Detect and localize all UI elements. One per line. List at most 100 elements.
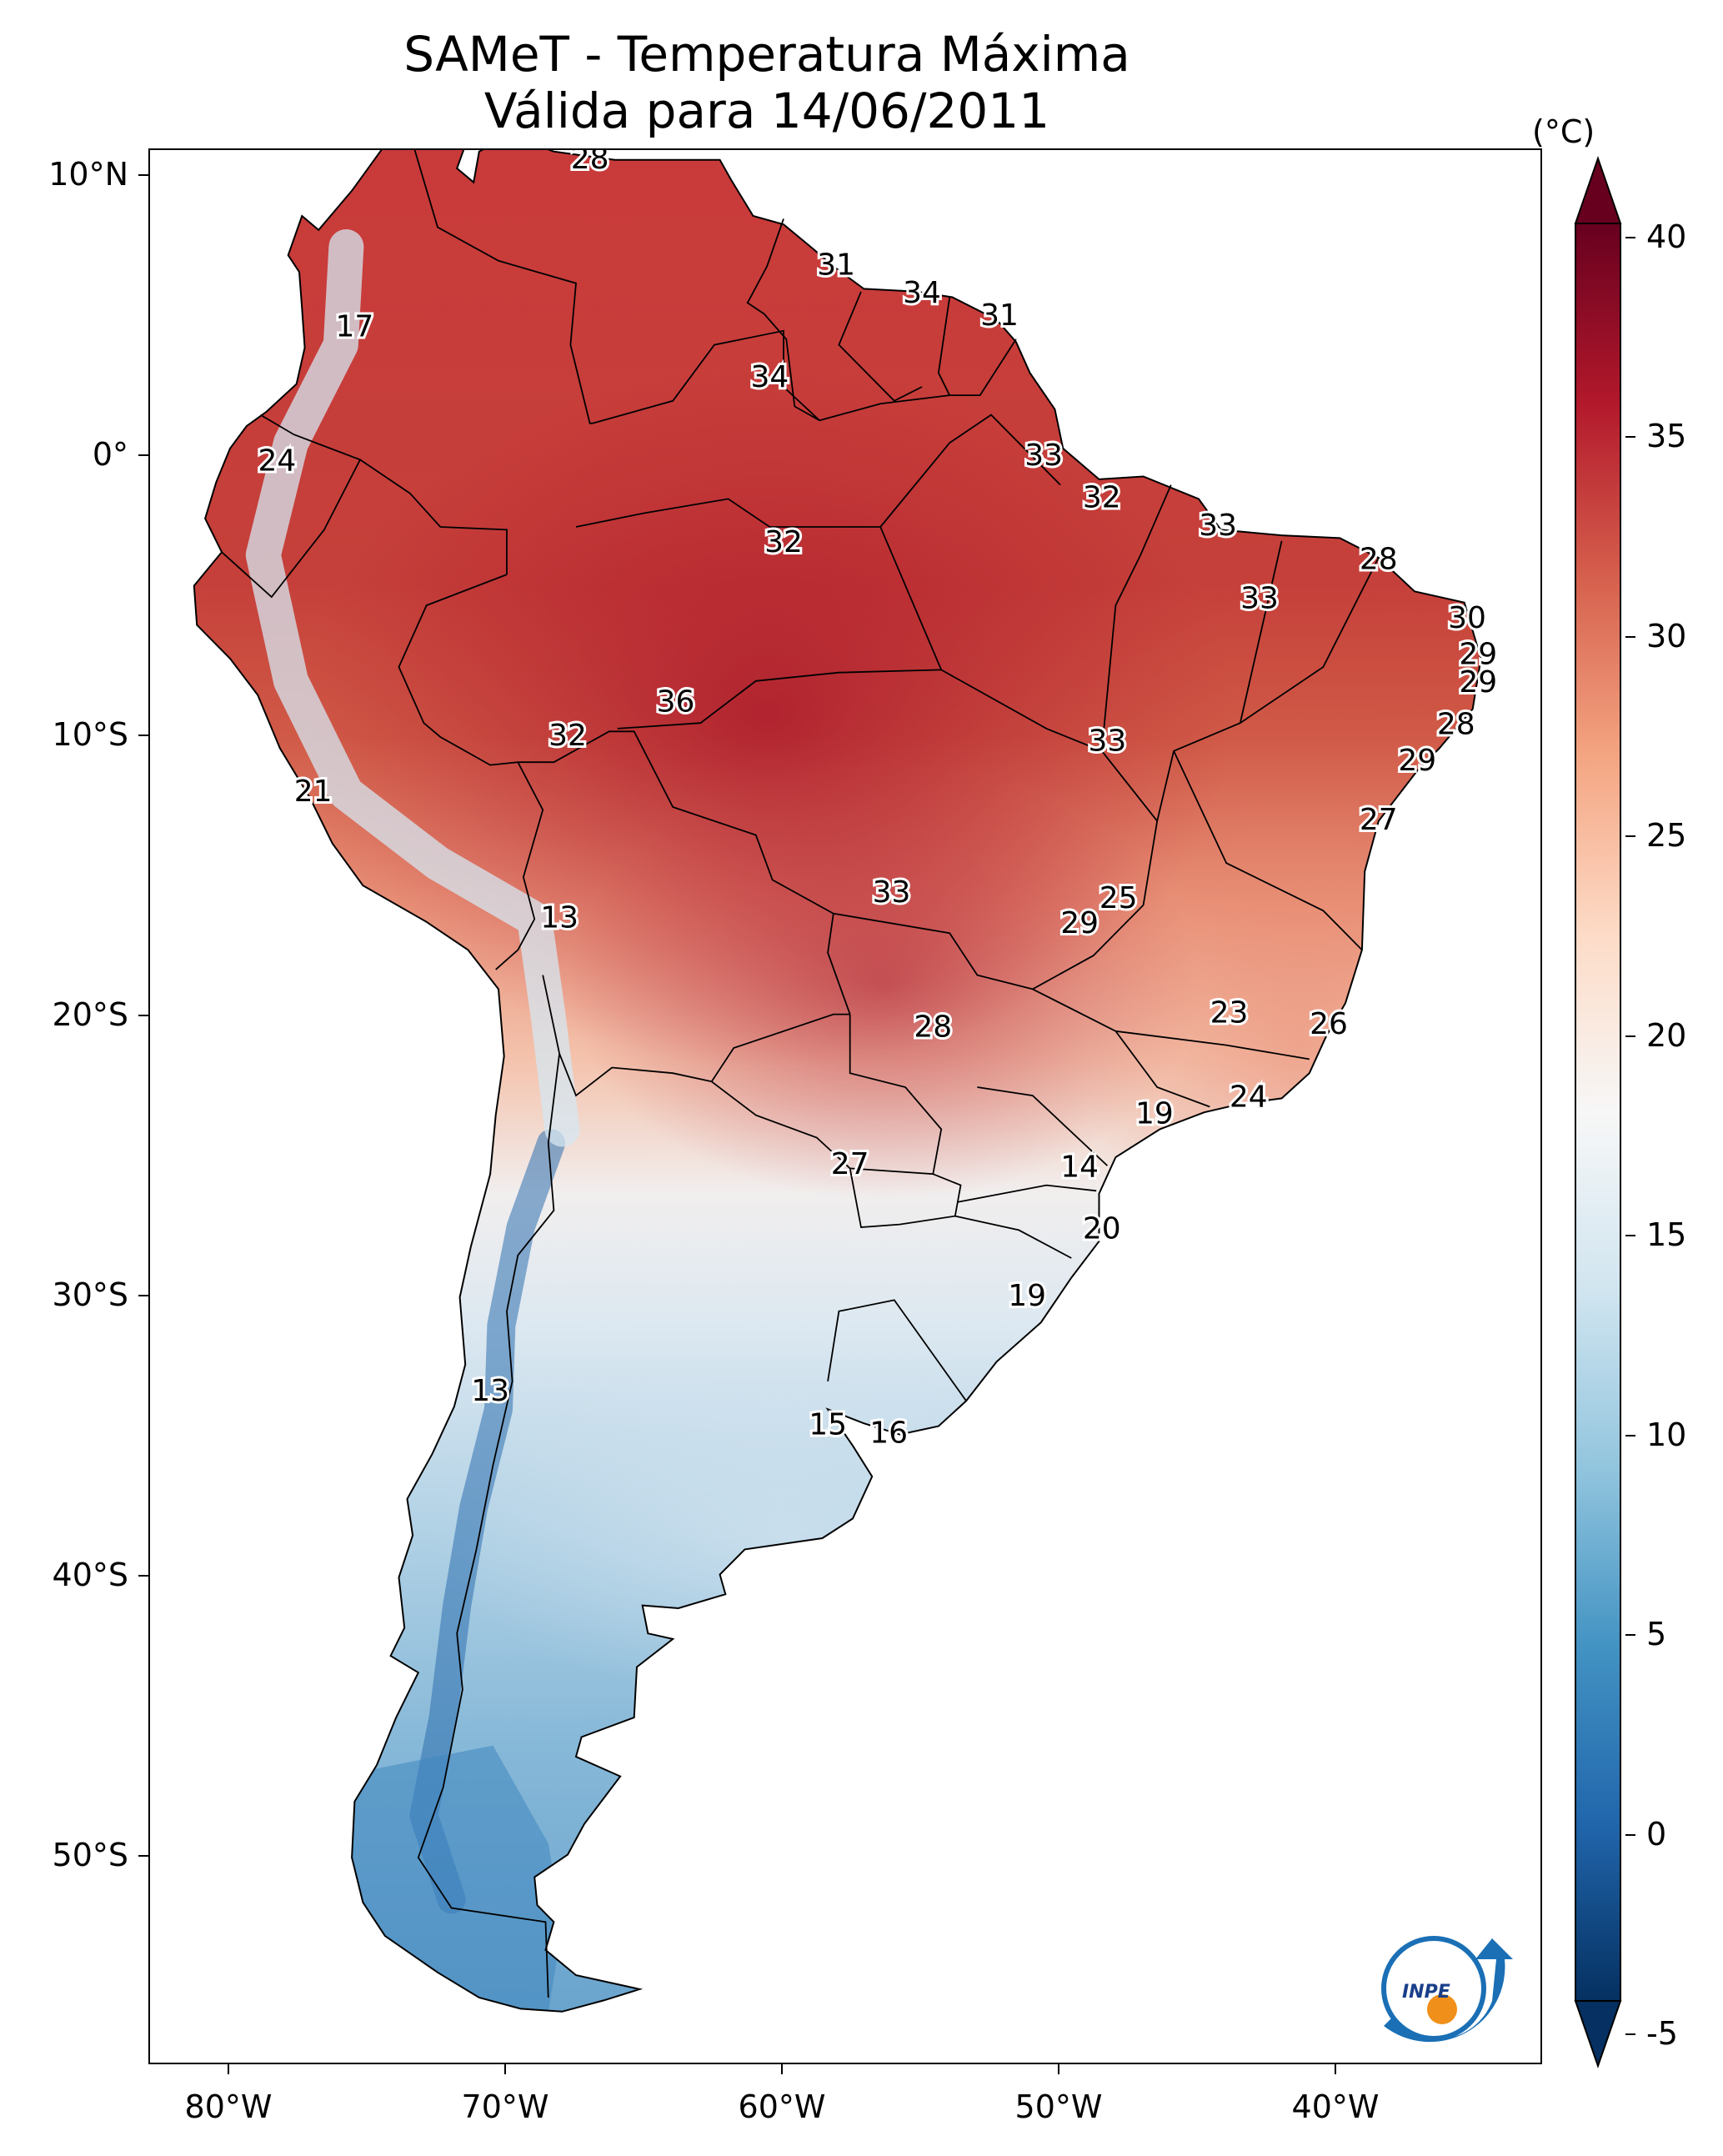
station-value: 33 (1199, 509, 1237, 543)
station-value: 17 (335, 309, 373, 343)
station-value: 29 (1459, 665, 1497, 699)
longitude-label: 50°W (1014, 2088, 1103, 2125)
border-line (359, 459, 508, 575)
station-value: 34 (903, 276, 941, 310)
colorbar-max-arrow (1574, 155, 1622, 224)
colorbar-tick-label: 20 (1646, 1016, 1687, 1054)
longitude-label: 80°W (184, 2088, 273, 2125)
station-value: 31 (980, 298, 1019, 333)
colorbar-tick-label: 10 (1646, 1416, 1687, 1453)
latitude-label: 20°S (52, 996, 128, 1033)
colorbar-tick-label: -5 (1646, 2015, 1678, 2052)
station-value: 14 (1060, 1150, 1099, 1184)
colorbar-tick (1625, 1235, 1635, 1237)
station-value: 26 (1310, 1007, 1348, 1041)
station-value: 29 (1398, 744, 1436, 778)
border-line (833, 669, 1159, 990)
border-line (417, 1053, 560, 1998)
station-value: 16 (869, 1416, 908, 1451)
station-value: 33 (1088, 725, 1126, 759)
station-value: 19 (1135, 1097, 1174, 1131)
latitude-label: 10°S (52, 716, 128, 753)
land-temperature-field (193, 150, 1482, 2013)
colorbar-tick (1625, 2033, 1635, 2035)
colorbar-tick-label: 25 (1646, 817, 1687, 855)
colorbar-bar (1574, 155, 1622, 2069)
inpe-logo: INPE (1381, 1936, 1513, 2043)
border-line (977, 1086, 1109, 1166)
colorbar-tick-label: 35 (1646, 418, 1687, 455)
station-value: 21 (294, 775, 333, 809)
border-line (542, 975, 850, 1097)
latitude-tick (138, 1295, 148, 1296)
border-line (1100, 484, 1172, 751)
station-value: 13 (540, 900, 579, 935)
border-line (1115, 1030, 1310, 1060)
station-value: 29 (1459, 638, 1497, 672)
latitude-tick (138, 454, 148, 456)
colorbar-tick (1625, 237, 1635, 238)
station-value: 32 (1083, 480, 1121, 514)
latitude-label: 50°S (52, 1837, 128, 1873)
border-line (398, 574, 544, 970)
station-value: 28 (1437, 708, 1475, 742)
border-line (221, 414, 362, 599)
station-value: 24 (1230, 1080, 1268, 1114)
longitude-tick (1335, 2064, 1336, 2074)
station-value: 23 (1210, 996, 1249, 1030)
latitude-label: 30°S (52, 1276, 128, 1313)
latitude-tick (138, 1575, 148, 1577)
colorbar-tick (1625, 1833, 1635, 1836)
title-line-2: Válida para 14/06/2011 (483, 83, 1050, 139)
border-line (413, 150, 593, 424)
colorbar-tick (1625, 1434, 1635, 1436)
station-value: 28 (914, 1010, 952, 1044)
colorbar-unit: (°C) (1532, 113, 1595, 150)
inpe-logo-text: INPE (1402, 1982, 1450, 2003)
latitude-label: 10°N (48, 156, 128, 193)
border-line (838, 291, 923, 402)
station-value: 28 (1360, 542, 1398, 576)
border-line (1173, 750, 1363, 951)
longitude-tick (1058, 2064, 1059, 2074)
station-value: 33 (873, 875, 911, 910)
colorbar-tick (1625, 835, 1635, 838)
colorbar-tick (1625, 436, 1635, 439)
country-state-borders (221, 150, 1380, 1998)
station-value: 34 (750, 360, 789, 394)
station-value: 19 (1008, 1279, 1046, 1313)
border-line (849, 1168, 962, 1228)
border-line (592, 329, 950, 424)
colorbar-tick-label: 0 (1646, 1815, 1667, 1853)
station-value: 27 (831, 1147, 869, 1181)
colorbar-min-arrow (1574, 2000, 1622, 2069)
longitude-label: 70°W (461, 2088, 549, 2125)
latitude-tick (138, 1855, 148, 1857)
latitude-tick (138, 1015, 148, 1016)
border-line (1032, 988, 1210, 1108)
station-value: 20 (1083, 1211, 1121, 1246)
colorbar-tick (1625, 1035, 1635, 1037)
latitude-tick (138, 735, 148, 736)
longitude-label: 40°W (1291, 2088, 1380, 2125)
station-value: 28 (571, 150, 609, 176)
station-value: 13 (471, 1374, 509, 1408)
border-line (1240, 557, 1380, 724)
station-value: 32 (764, 525, 803, 559)
border-line (518, 730, 851, 1015)
colorbar-tick (1625, 1634, 1635, 1637)
station-value: 31 (817, 248, 855, 283)
border-line (827, 1299, 967, 1401)
station-value: 24 (258, 444, 296, 479)
colorbar-tick-label: 15 (1646, 1216, 1687, 1254)
longitude-label: 60°W (738, 2088, 826, 2125)
station-value: 32 (548, 719, 587, 753)
station-value: 27 (1360, 803, 1398, 837)
latitude-label: 40°S (52, 1557, 128, 1593)
longitude-tick (228, 2064, 229, 2074)
colorbar-tick-label: 40 (1646, 218, 1687, 255)
latitude-label: 0° (92, 436, 128, 473)
colorbar-tick-label: 5 (1646, 1616, 1667, 1653)
station-value: 36 (657, 685, 695, 720)
